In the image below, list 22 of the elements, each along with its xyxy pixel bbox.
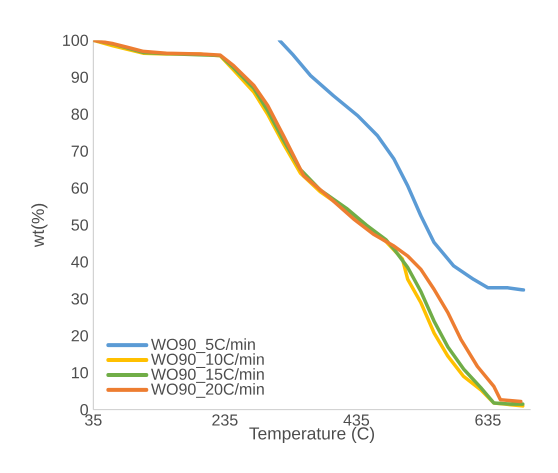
y-tick-label: 70 [72,145,88,157]
x-tick-label: 635 [475,414,501,426]
x-tick-label: 35 [85,414,102,426]
legend-label: WO90_10C/min [151,353,264,368]
legend-label: WO90_5C/min [151,338,255,354]
x-axis-title: Temperature (C) [249,426,374,443]
y-tick-label: 80 [72,108,88,120]
y-tick-label: 90 [72,72,88,83]
x-tick-label: 235 [212,414,238,426]
y-tick-label: 30 [71,293,88,305]
legend-label: WO90_20C/min [151,383,264,398]
legend-label: WO90_15C/min [151,368,264,383]
y-tick-label: 10 [72,367,88,378]
y-tick-label: 20 [72,330,88,342]
y-tick-label: 40 [71,256,88,268]
y-tick-label: 50 [71,219,88,231]
y-tick-label: 60 [72,182,88,194]
x-tick-label: 435 [343,414,370,426]
y-tick-label: 0 [80,404,88,416]
line-series [278,40,526,292]
y-tick-label: 100 [63,34,88,46]
y-axis-title: wt(%) [31,204,48,248]
